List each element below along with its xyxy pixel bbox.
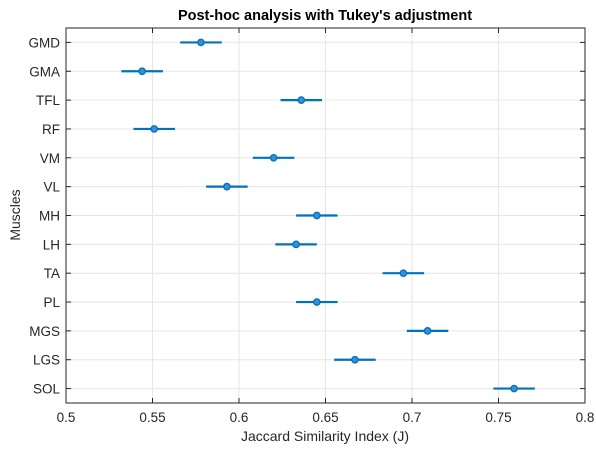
tick-marks (65, 28, 586, 403)
y-tick-label-rf: RF (42, 122, 60, 137)
mean-marker-vm (269, 153, 278, 162)
y-tick-label-lh: LH (43, 237, 60, 252)
mean-marker-rf (150, 125, 159, 133)
y-tick-label-mgs: MGS (29, 324, 60, 339)
mean-marker-tfl (297, 96, 306, 104)
mean-marker-mh (312, 211, 321, 220)
y-tick-label-gmd: GMD (29, 35, 61, 50)
mean-marker-gmd (197, 38, 205, 47)
y-tick-label-ta: TA (44, 266, 60, 281)
mean-marker-gma (138, 67, 146, 76)
x-tick-label: 0.7 (403, 410, 422, 425)
x-tick-label: 0.65 (312, 410, 338, 425)
mean-marker-ta (399, 269, 408, 278)
x-tick-label: 0.6 (230, 410, 249, 425)
y-tick-label-sol: SOL (33, 382, 61, 397)
mean-marker-lgs (351, 355, 359, 364)
x-tick-label: 0.5 (57, 410, 76, 425)
chart-title: Post-hoc analysis with Tukey's adjustmen… (178, 8, 472, 24)
mean-marker-mgs (423, 327, 432, 335)
y-tick-label-mh: MH (39, 209, 60, 224)
y-tick-label-tfl: TFL (36, 93, 60, 108)
y-tick-label-vm: VM (40, 151, 60, 166)
mean-marker-pl (312, 298, 321, 306)
y-tick-label-vl: VL (43, 180, 60, 195)
y-tick-label-pl: PL (43, 295, 60, 310)
data-series (121, 38, 535, 393)
x-tick-label: 0.75 (485, 410, 511, 425)
y-tick-label-gma: GMA (29, 64, 60, 79)
x-tick-label: 0.8 (576, 410, 595, 425)
mean-marker-lh (292, 240, 300, 249)
y-tick-label-lgs: LGS (33, 353, 60, 368)
x-axis-label: Jaccard Similarity Index (J) (241, 428, 409, 444)
y-axis-label: Muscles (7, 189, 23, 240)
mean-marker-vl (223, 182, 231, 191)
tick-labels: 0.5 0.55 0.6 0.65 0.7 0.75 0.8 GMD GMA TFL RF VM VL M… (29, 35, 595, 425)
mean-marker-sol (510, 384, 518, 393)
x-tick-label: 0.55 (139, 410, 165, 425)
